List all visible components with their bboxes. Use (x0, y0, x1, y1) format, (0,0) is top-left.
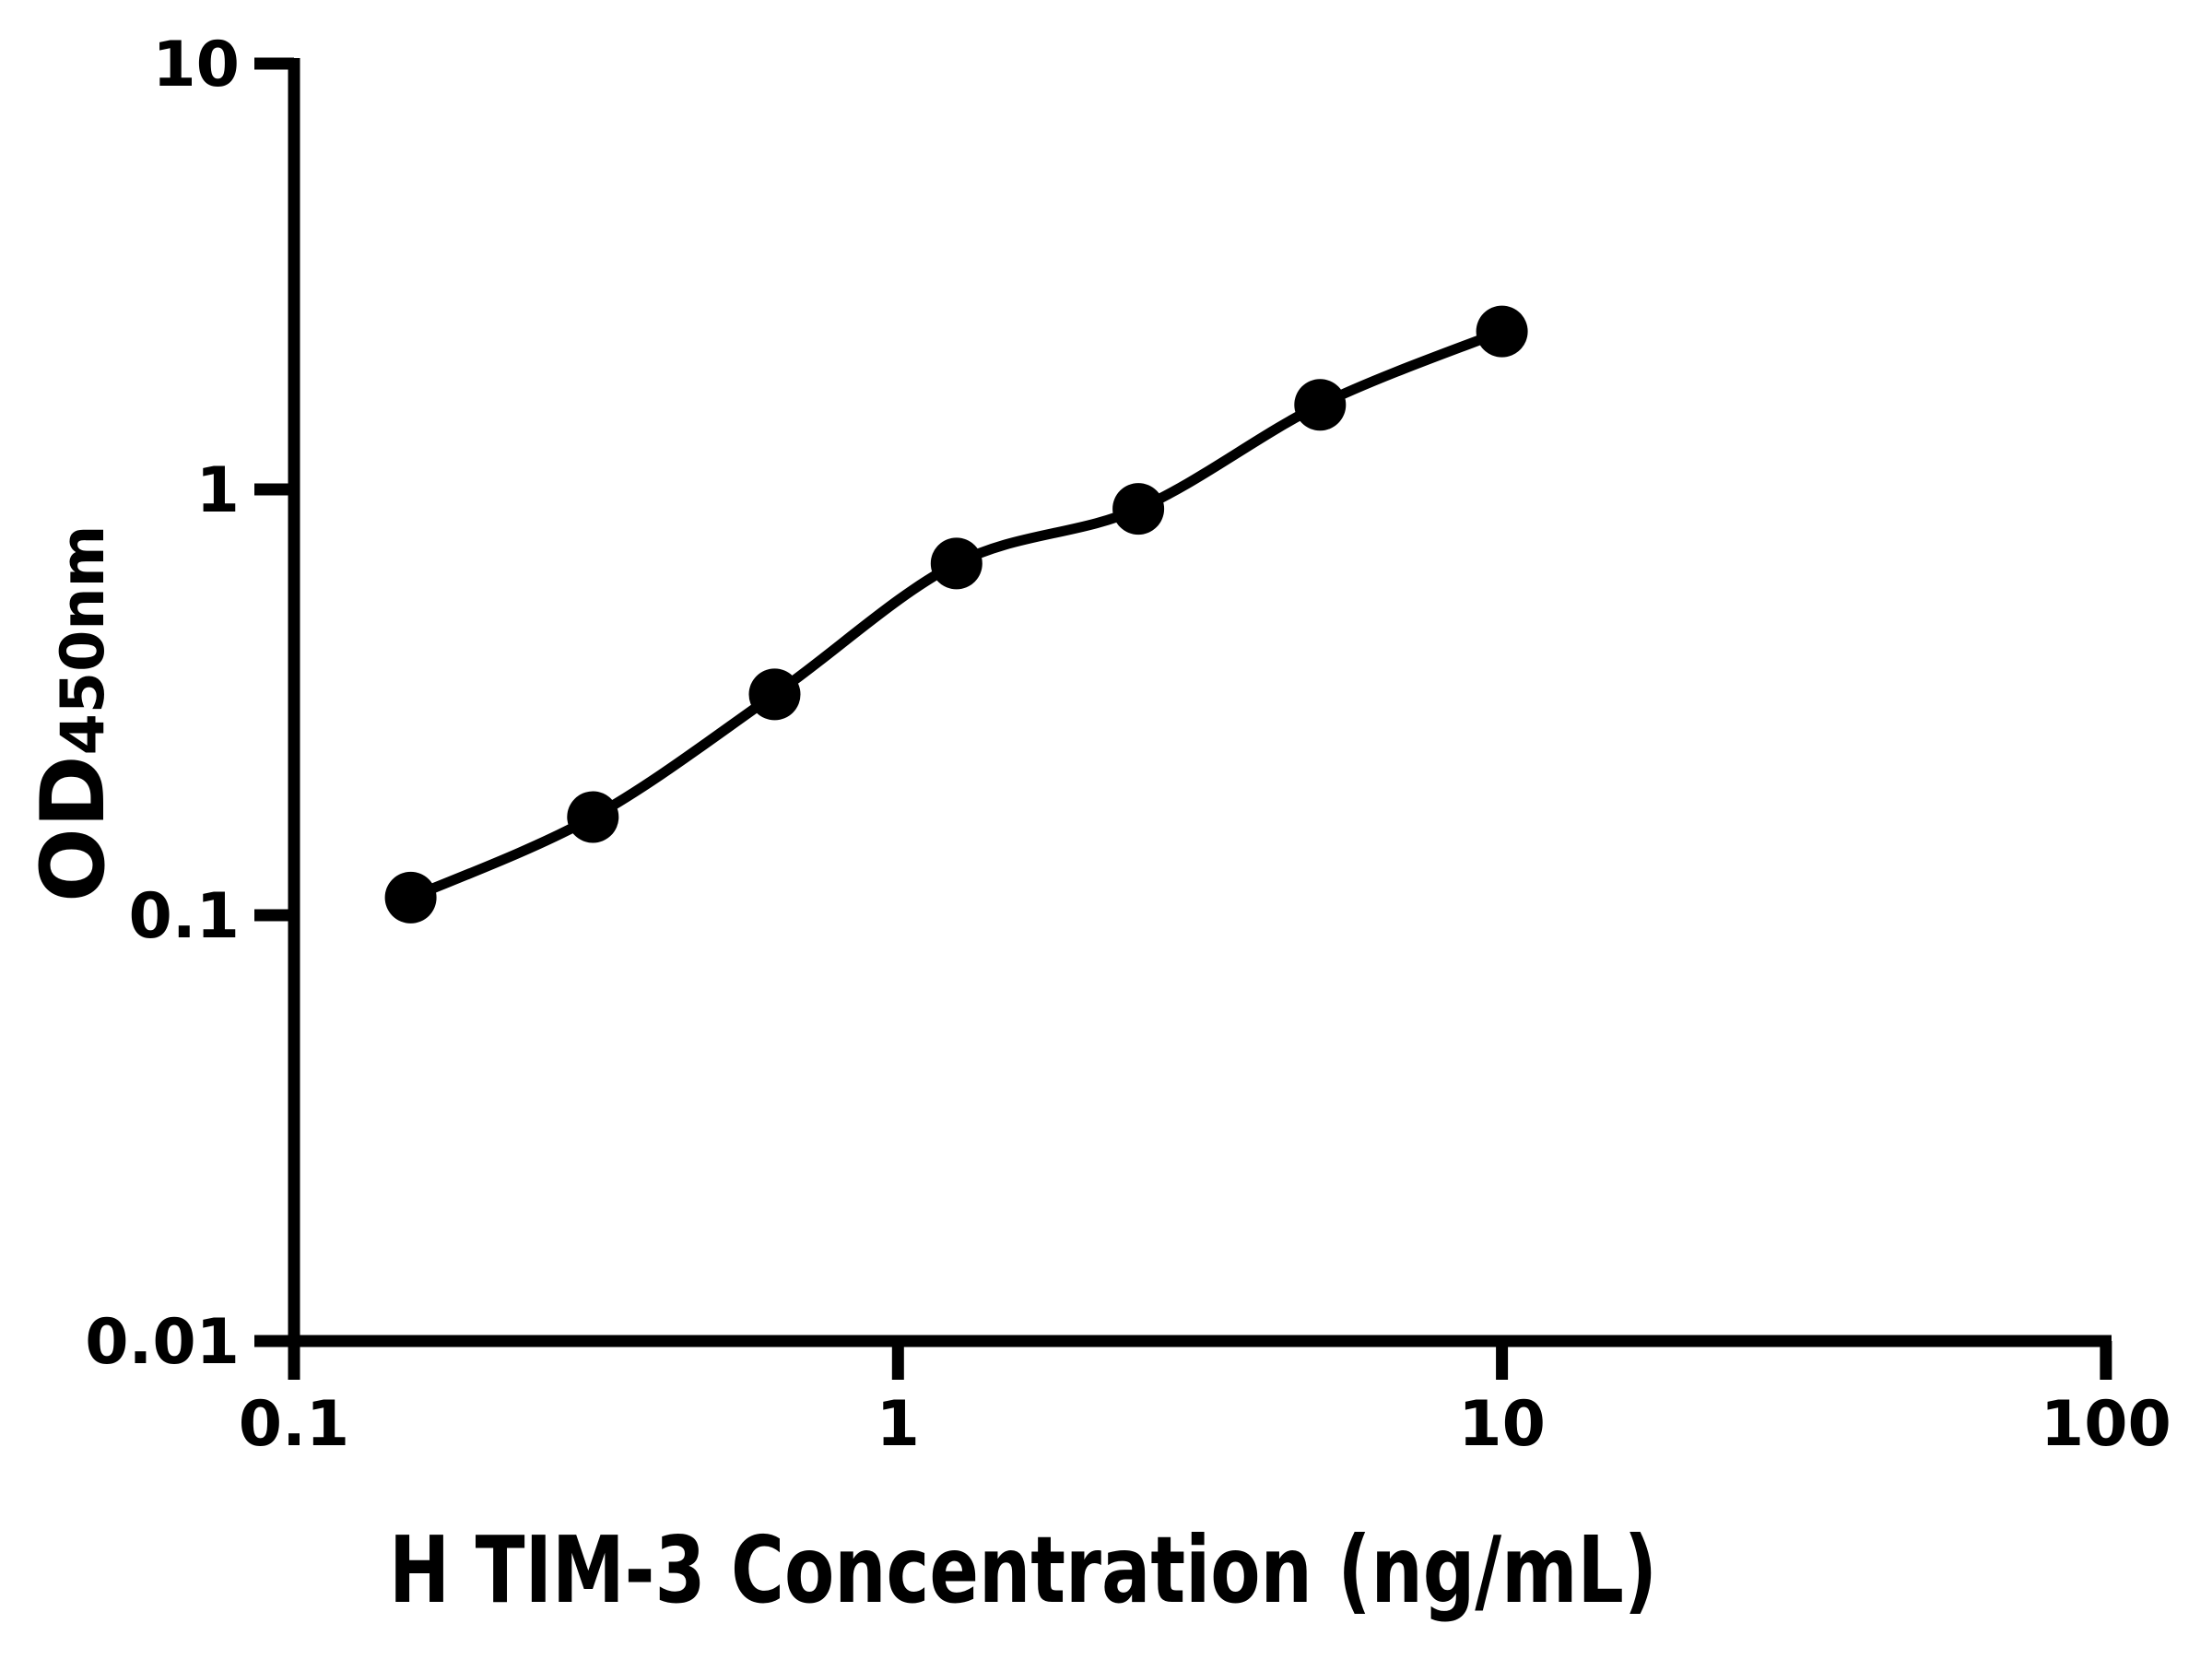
y-tick-label: 0.1 (129, 880, 240, 953)
y-tick-label: 1 (196, 454, 240, 527)
data-point (567, 791, 619, 843)
y-axis-title: OD450nm (23, 525, 124, 902)
x-tick-label: 100 (2041, 1388, 2171, 1461)
data-point (384, 871, 437, 924)
y-tick-label: 10 (152, 29, 240, 101)
y-axis-title-sub: 450nm (49, 525, 118, 756)
data-point (1476, 305, 1528, 358)
y-axis-title-main: OD (23, 755, 124, 902)
data-point (1112, 483, 1165, 535)
x-tick-label: 10 (1458, 1388, 1546, 1461)
y-tick-label: 0.01 (85, 1306, 240, 1379)
plot-area: 10 1 0.1 0.01 0.1 1 10 100 (85, 29, 2171, 1461)
x-tick-label: 1 (877, 1388, 920, 1461)
x-tick-label: 0.1 (239, 1388, 349, 1461)
x-axis-title: H TIM-3 Concentration (ng/mL) (389, 1516, 1657, 1624)
data-point (1294, 379, 1347, 431)
data-point (748, 668, 801, 721)
data-point (930, 537, 982, 590)
